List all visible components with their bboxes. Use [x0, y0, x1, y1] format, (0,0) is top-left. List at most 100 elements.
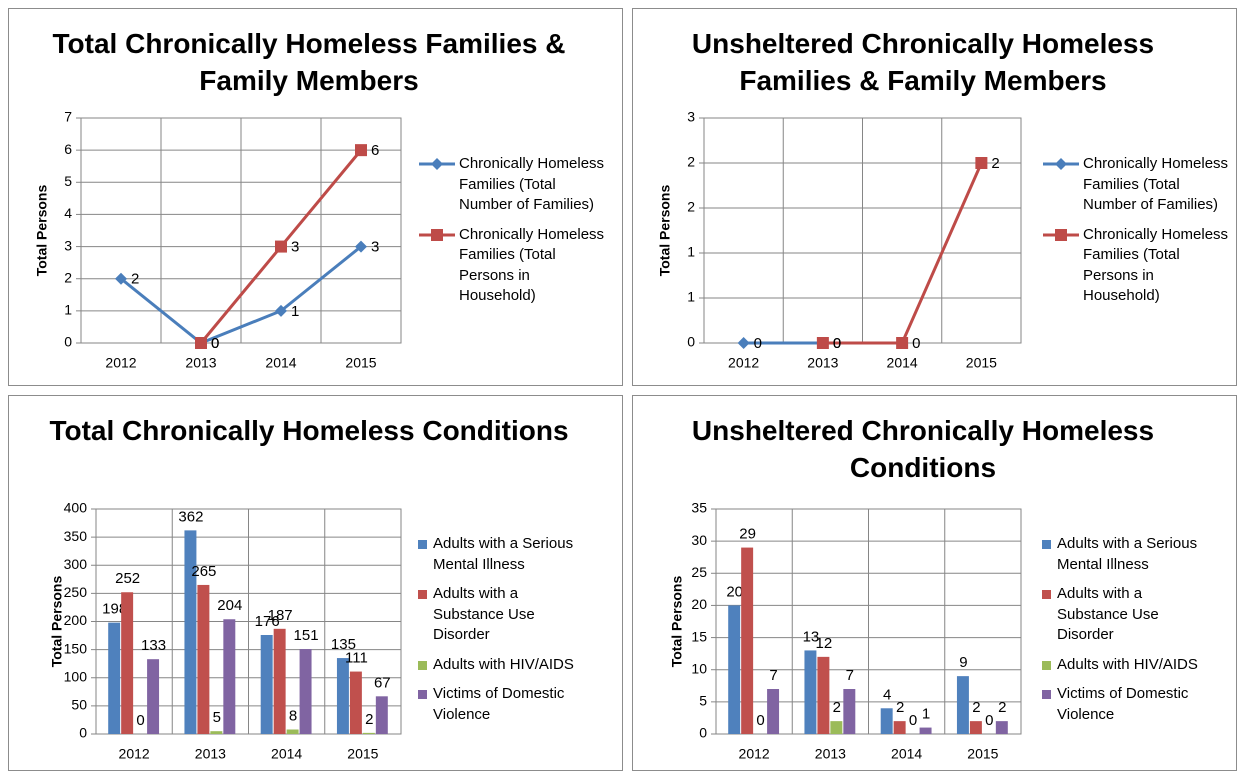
legend-swatch: [1042, 590, 1051, 599]
x-tick-label: 2013: [195, 746, 226, 762]
bar: [804, 650, 817, 734]
legend-swatch: [418, 540, 427, 549]
data-label: 8: [289, 707, 297, 724]
y-tick-label: 0: [79, 725, 87, 741]
legend-item: Adults with HIV/AIDS: [1041, 655, 1217, 676]
bar: [260, 635, 273, 734]
y-tick-label: 2: [687, 154, 695, 170]
data-label: 252: [115, 570, 140, 587]
data-label: 0: [211, 335, 219, 352]
data-label: 0: [833, 335, 841, 352]
y-tick-label: 5: [64, 173, 72, 189]
legend-label: Adults with a Substance Use Disorder: [1057, 585, 1159, 643]
marker: [975, 157, 988, 169]
data-label: 0: [909, 712, 917, 729]
data-label: 4: [883, 686, 891, 703]
legend-label: Chronically Homeless Families (Total Num…: [459, 155, 605, 213]
x-tick-label: 2013: [815, 746, 846, 762]
bar: [223, 619, 236, 734]
data-label: 20: [726, 583, 743, 600]
data-label: 2: [131, 271, 139, 288]
legend-label: Chronically Homeless Families (Total Per…: [1083, 225, 1229, 305]
marker: [355, 240, 367, 253]
data-label: 0: [754, 335, 762, 352]
data-label: 7: [769, 667, 777, 684]
legend-marker: [1055, 158, 1067, 170]
bar: [843, 689, 856, 734]
legend-label: Chronically Homeless Families (Total Per…: [459, 225, 605, 305]
y-tick-label: 350: [64, 528, 88, 544]
y-tick-label: 5: [699, 693, 707, 709]
x-tick-label: 2014: [887, 355, 918, 371]
x-tick-label: 2015: [966, 355, 997, 371]
legend-swatch: [419, 228, 455, 241]
legend: Chronically Homeless Families (Total Num…: [417, 154, 616, 316]
y-tick-label: 3: [64, 237, 72, 253]
y-tick-label: 25: [691, 564, 707, 580]
bar: [741, 547, 754, 734]
chart-panel: Total Chronically Homeless Families & Fa…: [8, 8, 623, 386]
y-tick-label: 3: [687, 109, 695, 125]
bar: [336, 658, 349, 734]
data-label: 2: [998, 699, 1006, 716]
data-label: 29: [739, 526, 756, 543]
bar: [919, 727, 932, 734]
chart-title: Unsheltered Chronically Homeless Familie…: [691, 28, 1155, 96]
bar: [767, 689, 780, 734]
legend-marker: [418, 660, 427, 670]
data-label: 67: [374, 674, 391, 691]
legend-marker: [1042, 660, 1051, 670]
data-label: 1: [922, 706, 930, 723]
y-tick-label: 7: [64, 109, 72, 125]
legend-swatch: [418, 660, 427, 670]
chart-panel: Total Chronically Homeless Conditions 0 50…: [8, 395, 623, 771]
y-tick-label: 250: [64, 584, 88, 600]
y-tick-label: 6: [64, 141, 72, 157]
legend-marker: [1055, 228, 1067, 241]
data-label: 3: [371, 239, 379, 256]
legend-swatch: [419, 158, 455, 170]
legend-item: Chronically Homeless Families (Total Per…: [1041, 225, 1233, 307]
legend-label: Adults with HIV/AIDS: [433, 655, 574, 673]
bar: [349, 671, 362, 734]
data-label: 2: [365, 711, 373, 728]
y-tick-label: 200: [64, 612, 88, 628]
x-tick-label: 2012: [119, 746, 150, 762]
chart-panel: Unsheltered Chronically Homeless Familie…: [632, 8, 1237, 386]
bar: [362, 732, 375, 734]
legend-marker: [431, 228, 443, 241]
legend-item: Adults with HIV/AIDS: [417, 655, 593, 676]
y-tick-label: 0: [687, 334, 695, 350]
x-tick-label: 2013: [807, 355, 838, 371]
legend-label: Adults with HIV/AIDS: [1057, 655, 1198, 673]
legend-marker: [418, 690, 427, 699]
data-label: 265: [191, 563, 216, 580]
marker: [737, 337, 750, 349]
marker: [896, 337, 909, 349]
series-line: [120, 245, 362, 345]
legend-item: Adults with a Substance Use Disorder: [1041, 584, 1217, 646]
x-tick-label: 2012: [728, 355, 759, 371]
y-axis-label: Total Persons: [49, 576, 65, 668]
data-label: 176: [255, 613, 280, 630]
bar: [830, 721, 843, 734]
x-tick-label: 2014: [891, 746, 922, 762]
data-label: 198: [102, 601, 127, 618]
marker: [355, 144, 367, 157]
data-label: 0: [985, 712, 993, 729]
data-label: 187: [268, 607, 293, 624]
data-label: 111: [345, 650, 368, 667]
data-label: 2: [972, 699, 980, 716]
x-tick-label: 2014: [271, 746, 302, 762]
x-tick-label: 2015: [967, 746, 998, 762]
marker: [275, 240, 287, 253]
data-label: 5: [213, 709, 221, 726]
x-tick-label: 2013: [185, 355, 216, 371]
y-tick-label: 1: [687, 289, 695, 305]
bar: [210, 731, 223, 734]
legend-swatch: [418, 690, 427, 699]
data-label: 2: [833, 699, 841, 716]
y-tick-label: 15: [691, 628, 707, 644]
